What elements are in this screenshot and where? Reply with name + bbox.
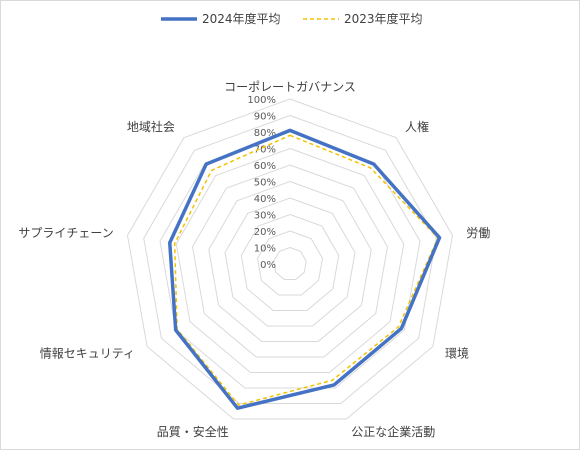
tick-label: 0% — [260, 260, 276, 271]
radial-ticks: 0% 10% 20% 30% 40% 50% 60% 70% 80% 90% 100% — [247, 95, 276, 271]
tick-label: 90% — [254, 112, 276, 123]
grid-ring — [191, 164, 389, 358]
grid-ring — [175, 147, 405, 374]
grid-ring — [273, 246, 307, 281]
series-lines — [168, 128, 442, 410]
grid-ring — [224, 197, 356, 327]
series-line-2024 — [168, 128, 442, 410]
grid-ring — [256, 230, 324, 296]
category-label: 公正な企業活動 — [351, 424, 435, 439]
category-label: 人権 — [405, 119, 429, 134]
legend-label-2024: 2024年度平均 — [202, 11, 281, 26]
tick-label: 10% — [254, 244, 276, 255]
legend: 2024年度平均 2023年度平均 — [161, 11, 423, 26]
grid-ring — [126, 98, 454, 420]
tick-label: 30% — [254, 211, 276, 222]
category-label: 環境 — [445, 346, 469, 361]
category-label: 労働 — [466, 226, 490, 240]
category-label: 情報セキュリティ — [40, 347, 135, 361]
tick-label: 70% — [254, 145, 276, 156]
tick-label: 100% — [247, 95, 276, 106]
category-label: 地域社会 — [127, 119, 175, 134]
grid-ring — [143, 114, 437, 405]
tick-label: 50% — [254, 178, 276, 189]
tick-label: 20% — [254, 227, 276, 238]
tick-label: 60% — [254, 161, 276, 172]
grid-ring — [240, 213, 340, 312]
grid-ring — [208, 180, 372, 343]
category-label: サプライチェーン — [18, 226, 113, 240]
grid-ring — [159, 131, 421, 389]
category-label: 品質・安全性 — [157, 424, 229, 439]
legend-label-2023: 2023年度平均 — [344, 11, 423, 26]
tick-label: 80% — [254, 128, 276, 139]
tick-label: 40% — [254, 194, 276, 205]
radar-grid — [126, 98, 454, 420]
series-line-2023 — [173, 134, 439, 406]
category-label: コーポレートガバナンス — [224, 80, 356, 94]
